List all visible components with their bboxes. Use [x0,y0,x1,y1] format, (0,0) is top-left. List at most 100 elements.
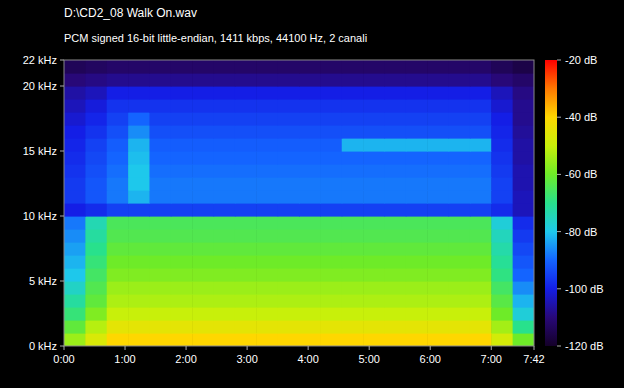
cell [342,99,364,113]
colorbar-tick-label: -80 dB [565,226,597,238]
cell [320,190,342,204]
cell [384,203,406,217]
cell [235,138,257,152]
cell [256,229,278,243]
cell [64,294,86,308]
cell [513,112,534,126]
colorbar-tick [557,117,561,118]
cell [107,151,129,165]
cell [192,112,214,126]
cell [449,138,471,152]
cell [384,60,406,74]
cell [342,242,364,256]
cell [107,268,129,282]
cell [513,281,534,295]
cell [256,86,278,100]
cell [149,255,171,269]
cell [214,294,236,308]
cell [342,333,364,346]
cell [149,73,171,87]
cell [107,73,129,87]
cell [342,281,364,295]
cell [491,138,513,152]
cell [491,86,513,100]
cell [491,320,513,334]
cell [363,125,385,139]
cell [513,203,534,217]
cell [491,151,513,165]
cell [256,320,278,334]
cell [149,203,171,217]
cell [299,151,321,165]
cell [406,281,428,295]
cell [85,60,107,74]
cell [384,112,406,126]
cell [384,242,406,256]
cell [299,86,321,100]
cell [470,190,492,204]
cell [320,242,342,256]
x-tick [186,346,187,350]
cell [192,86,214,100]
cell [235,216,257,230]
cell [235,164,257,178]
cell [85,255,107,269]
cell [320,125,342,139]
cell [278,255,300,269]
cell [363,112,385,126]
cell [384,190,406,204]
cell [299,177,321,191]
cell [513,242,534,256]
y-tick [60,60,64,61]
cell [363,307,385,321]
cell [64,112,86,126]
cell [171,255,193,269]
cell [128,164,150,178]
cell [107,164,129,178]
cell [342,86,364,100]
cell [427,203,449,217]
cell [278,177,300,191]
cell [491,281,513,295]
cell [363,268,385,282]
cell [299,216,321,230]
cell [128,151,150,165]
cell [406,99,428,113]
cell [214,307,236,321]
cell [449,294,471,308]
cell [320,164,342,178]
cell [342,112,364,126]
title: D:\CD2_08 Walk On.wav [64,6,197,20]
cell [64,60,86,74]
cell [128,268,150,282]
cell [171,294,193,308]
cell [85,281,107,295]
x-tick-label: 7:42 [523,353,544,365]
cell [342,138,364,152]
cell [192,229,214,243]
cell [342,73,364,87]
cell [427,151,449,165]
cell [64,151,86,165]
cell [384,151,406,165]
cell [256,242,278,256]
cell [384,333,406,346]
cell [299,242,321,256]
cell [342,164,364,178]
cell [171,320,193,334]
cell [363,99,385,113]
cell [128,73,150,87]
cell [363,281,385,295]
cell [192,151,214,165]
y-tick [60,151,64,152]
cell [214,112,236,126]
cell [427,255,449,269]
cell [363,294,385,308]
cell [342,229,364,243]
cell [107,294,129,308]
cell [85,203,107,217]
cell [85,125,107,139]
cell [299,333,321,346]
cell [149,333,171,346]
cell [64,99,86,113]
